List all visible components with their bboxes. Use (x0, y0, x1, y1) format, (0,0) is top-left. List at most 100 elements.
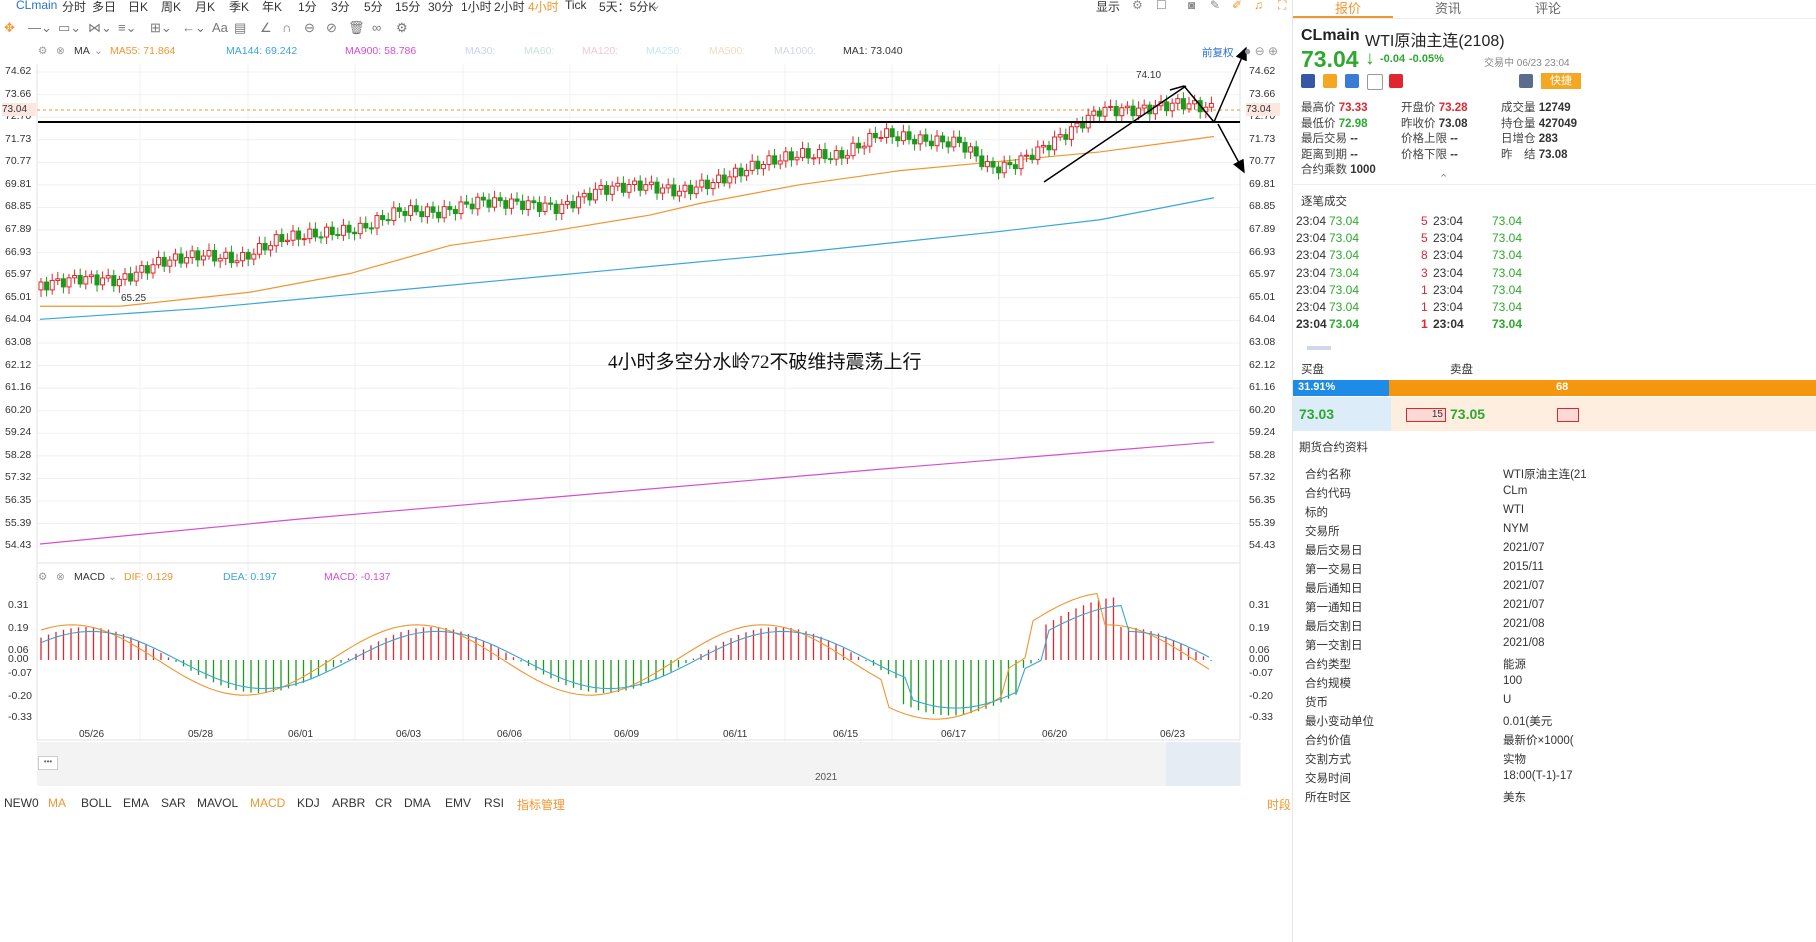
indicator-ema[interactable]: EMA (123, 796, 150, 810)
macd-close-icon[interactable]: ⊗ (56, 571, 65, 583)
period-week[interactable]: 周K (161, 0, 182, 14)
indicator-dma[interactable]: DMA (404, 796, 431, 810)
restore-label[interactable]: 前复权 (1202, 47, 1234, 59)
camera-icon[interactable]: ◙ (1188, 0, 1196, 12)
trash-icon[interactable]: 🗑 (348, 20, 365, 35)
stat-value: -- (1350, 133, 1358, 145)
navigator-handle[interactable]: ••• (38, 756, 58, 770)
display-menu[interactable]: 显示 (1096, 0, 1121, 14)
settings-icon[interactable]: ⚙ (396, 20, 408, 35)
hide-icon[interactable]: ⊘ (326, 20, 337, 35)
navigator-window[interactable] (1166, 742, 1240, 786)
text-tool-icon[interactable]: Aa (212, 20, 228, 35)
macd-gear-icon[interactable]: ⚙ (38, 571, 48, 583)
period-intraday[interactable]: 分时 (62, 0, 87, 14)
period-15m[interactable]: 15分 (395, 0, 421, 14)
indicator-boll[interactable]: BOLL (81, 796, 112, 810)
period-1m[interactable]: 1分 (298, 0, 317, 14)
candle-body (884, 128, 890, 138)
zoom-out-icon[interactable]: ⊖ (1254, 44, 1265, 58)
tab-quote[interactable]: 报价 (1335, 1, 1362, 16)
legend-close-icon[interactable]: ⊗ (56, 45, 65, 57)
indicator-manage[interactable]: 指标管理 (517, 798, 566, 812)
time-navigator[interactable] (37, 742, 1241, 786)
trend-line (1043, 85, 1187, 183)
period-5day[interactable]: 5天：5分K (599, 0, 657, 14)
period-multiday[interactable]: 多日 (92, 0, 117, 14)
bell-icon[interactable]: ♫ (1254, 0, 1263, 12)
indicator-mavol[interactable]: MAVOL (197, 796, 239, 810)
line-tool-icon[interactable]: —⌄ (28, 20, 52, 35)
spec-key: 最后交割日 (1305, 621, 1363, 633)
rect-tool-icon[interactable]: ▭⌄ (58, 20, 82, 35)
symbol-label[interactable]: CLmain (16, 0, 58, 12)
chevron-down-icon[interactable]: ⌄ (108, 571, 117, 583)
trade-cell: 73.04 (1492, 265, 1523, 280)
indicator-arbr[interactable]: ARBR (332, 796, 366, 810)
comment-tool-icon[interactable]: ▤ (234, 20, 247, 35)
indicator-rsi[interactable]: RSI (484, 796, 505, 810)
checkbox-icon[interactable]: ☐ (1156, 0, 1167, 12)
candle-body (492, 197, 498, 208)
gear-icon[interactable]: ⚙ (1132, 0, 1143, 12)
alert-icon[interactable] (1519, 74, 1533, 88)
arrow-tool-icon[interactable]: ←⌄ (182, 20, 206, 35)
indicator-sar[interactable]: SAR (161, 796, 186, 810)
lock-icon[interactable]: ⊖ (304, 20, 315, 35)
candle-body (419, 211, 425, 218)
fib-tool-icon[interactable]: ≡⌄ (118, 20, 137, 35)
candle-body (497, 197, 503, 202)
candle-body (245, 251, 251, 260)
session-label[interactable]: 时段 (1267, 798, 1292, 812)
candle-body (105, 275, 111, 279)
period-1h[interactable]: 1小时 (461, 0, 492, 14)
ruler-tool-icon[interactable]: ∠ (260, 20, 272, 35)
magnet-icon[interactable]: ∩ (282, 20, 292, 35)
collapse-icon[interactable]: ⌃ (1439, 173, 1449, 185)
chevron-down-icon[interactable]: ⌄ (651, 0, 662, 12)
price-tick-label: 63.08 (5, 335, 32, 348)
stat-label: 最低价 (1301, 117, 1339, 130)
period-month[interactable]: 月K (195, 0, 216, 14)
quick-trade-button[interactable]: 快捷 (1541, 73, 1581, 89)
zoom-in-icon[interactable]: ⊕ (1268, 44, 1279, 58)
period-year[interactable]: 年K (262, 0, 283, 14)
pattern-tool-icon[interactable]: ⊞⌄ (150, 20, 172, 35)
indicator-cr[interactable]: CR (375, 796, 393, 810)
period-day[interactable]: 日K (128, 0, 149, 14)
tab-comments[interactable]: 评论 (1535, 1, 1562, 16)
period-quarter[interactable]: 季K (229, 0, 250, 14)
edit-icon[interactable]: ✎ (1210, 0, 1221, 12)
period-4h[interactable]: 4小时 (528, 0, 559, 14)
fork-tool-icon[interactable]: ⋈⌄ (88, 20, 112, 35)
crosshair-icon[interactable]: ✥ (4, 20, 15, 35)
indicator-ma[interactable]: MA (48, 796, 66, 810)
period-3m[interactable]: 3分 (331, 0, 350, 14)
ma-label[interactable]: MA (74, 45, 90, 57)
heart-icon[interactable] (1389, 74, 1403, 88)
period-5m[interactable]: 5分 (364, 0, 383, 14)
flash-icon[interactable] (1323, 74, 1337, 88)
indicator-emv[interactable]: EMV (445, 796, 472, 810)
indicator-macd[interactable]: MACD (250, 796, 286, 810)
fullscreen-icon[interactable]: ⛶ (1278, 0, 1287, 12)
dot-icon[interactable]: ● (1244, 44, 1252, 58)
trades-scrollbar[interactable] (1307, 346, 1331, 350)
chart-grid (36, 64, 1241, 741)
kline-chart[interactable] (0, 40, 1292, 800)
doc-icon[interactable] (1367, 74, 1383, 90)
spec-key: 合约名称 (1305, 469, 1351, 481)
period-30m[interactable]: 30分 (428, 0, 454, 14)
indicator-kdj[interactable]: KDJ (297, 796, 320, 810)
chevron-down-icon[interactable]: ⌄ (94, 45, 103, 57)
pencil-icon[interactable]: ✐ (1232, 0, 1243, 12)
user-icon[interactable] (1345, 74, 1359, 88)
legend-gear-icon[interactable]: ⚙ (38, 45, 48, 57)
indicator-new0[interactable]: NEW0 (4, 796, 39, 810)
period-tick[interactable]: Tick (565, 0, 587, 12)
link-icon[interactable]: ∞ (372, 20, 382, 35)
trade-row: 23:04 73.04 3 23:04 73.04 (1293, 266, 1593, 283)
tab-news[interactable]: 资讯 (1435, 1, 1462, 16)
macd-label[interactable]: MACD (74, 571, 105, 583)
period-2h[interactable]: 2小时 (494, 0, 525, 14)
